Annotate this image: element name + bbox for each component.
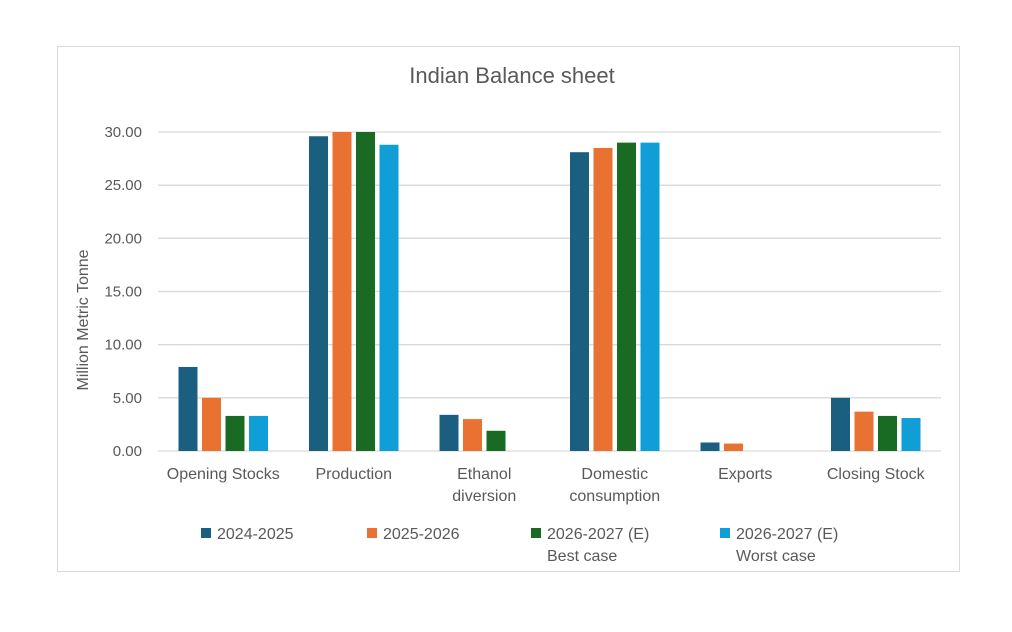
y-tick-label: 0.00 bbox=[113, 443, 142, 460]
x-tick-label: Production bbox=[316, 466, 393, 483]
y-tick-label: 30.00 bbox=[104, 124, 142, 141]
y-tick-label: 15.00 bbox=[104, 284, 142, 301]
bar bbox=[439, 414, 459, 451]
bar bbox=[617, 142, 636, 451]
legend: 2024-2025 2025-2026 2026-2027 (E) Best case… bbox=[201, 526, 838, 565]
legend-swatch bbox=[367, 528, 377, 538]
y-axis-ticks: 0.00 5.00 10.00 15.00 20.00 25.00 30.00 bbox=[104, 124, 142, 460]
bar bbox=[202, 397, 221, 451]
y-tick-label: 20.00 bbox=[104, 230, 142, 247]
bar bbox=[486, 430, 506, 451]
bar bbox=[831, 397, 850, 451]
y-tick-label: 5.00 bbox=[113, 390, 142, 407]
bar bbox=[309, 136, 328, 451]
legend-label: 2026-2027 (E) bbox=[736, 526, 838, 543]
chart-area: Indian Balance sheet Million Metric Tonn… bbox=[57, 46, 960, 572]
legend-label: 2024-2025 bbox=[217, 526, 294, 543]
bar bbox=[901, 418, 921, 451]
legend-label: Best case bbox=[547, 548, 617, 565]
bar bbox=[463, 419, 482, 451]
x-axis-labels: Opening Stocks Production Ethanol diversion… bbox=[167, 466, 926, 505]
legend-label: 2025-2026 bbox=[383, 526, 460, 543]
bar bbox=[878, 415, 897, 451]
bar bbox=[332, 132, 352, 451]
legend-label: 2026-2027 (E) bbox=[547, 526, 649, 543]
y-axis-title: Million Metric Tonne bbox=[75, 249, 92, 390]
bar-chart: Indian Balance sheet Million Metric Tonn… bbox=[75, 63, 941, 565]
bar bbox=[640, 142, 660, 451]
bar bbox=[225, 415, 245, 451]
bar bbox=[700, 442, 720, 451]
x-tick-label: Opening Stocks bbox=[167, 466, 280, 483]
x-tick-label: Exports bbox=[718, 466, 772, 483]
x-tick-label: diversion bbox=[452, 488, 516, 505]
bars bbox=[178, 132, 921, 451]
bar bbox=[249, 415, 268, 451]
bar bbox=[593, 147, 613, 451]
bar bbox=[570, 152, 589, 451]
x-tick-label: consumption bbox=[569, 488, 660, 505]
y-tick-label: 25.00 bbox=[104, 177, 142, 194]
bar bbox=[724, 443, 743, 451]
chart-title: Indian Balance sheet bbox=[409, 63, 615, 88]
bar bbox=[379, 144, 399, 451]
bar bbox=[854, 411, 874, 451]
legend-swatch bbox=[720, 528, 730, 538]
legend-swatch bbox=[531, 528, 541, 538]
bar bbox=[356, 132, 375, 451]
legend-label: Worst case bbox=[736, 548, 816, 565]
x-tick-label: Ethanol bbox=[457, 466, 511, 483]
legend-swatch bbox=[201, 528, 211, 538]
x-tick-label: Domestic bbox=[581, 466, 648, 483]
y-tick-label: 10.00 bbox=[104, 337, 142, 354]
gridlines bbox=[158, 131, 941, 452]
bar bbox=[178, 366, 198, 451]
x-tick-label: Closing Stock bbox=[827, 466, 926, 483]
